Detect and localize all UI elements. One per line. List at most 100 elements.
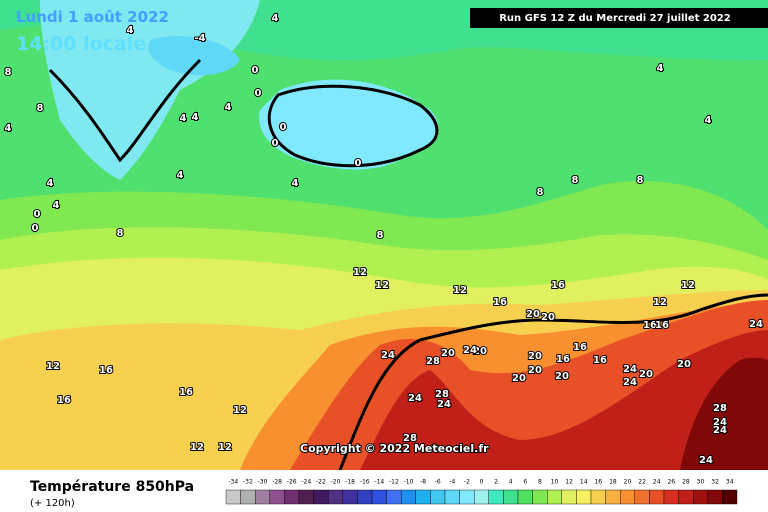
legend-swatch — [430, 489, 446, 505]
contour-label: 20 — [528, 365, 542, 376]
contour-label: 4 — [127, 25, 134, 36]
legend-swatch — [269, 489, 285, 505]
contour-label: 4 — [705, 115, 712, 126]
legend-label: 14 — [580, 479, 588, 486]
contour-label: 12 — [218, 442, 232, 453]
legend-swatch — [474, 489, 490, 505]
legend-swatch — [532, 489, 548, 505]
contour-label: 16 — [99, 365, 113, 376]
legend-swatch — [284, 489, 300, 505]
legend-swatch — [328, 489, 344, 505]
run-banner — [470, 8, 768, 28]
contour-label: -4 — [194, 33, 205, 44]
contour-label: 8 — [117, 228, 124, 239]
legend-swatch — [240, 489, 256, 505]
legend-label: -30 — [258, 479, 268, 486]
contour-label: 24 — [463, 345, 477, 356]
legend-swatch — [415, 489, 431, 505]
contour-label: 0 — [272, 138, 279, 149]
legend-swatch — [357, 489, 373, 505]
legend-label: 20 — [624, 479, 632, 486]
forecast-time: 14:00 locale — [16, 33, 146, 55]
region — [259, 79, 439, 170]
legend-swatch — [663, 489, 679, 505]
region — [148, 36, 240, 76]
legend-swatch — [649, 489, 665, 505]
region — [360, 330, 768, 470]
legend-label: -4 — [449, 479, 455, 486]
legend-label: 0 — [480, 479, 484, 486]
legend-swatch — [401, 489, 417, 505]
contour-label: 20 — [541, 312, 555, 323]
contour-label: 20 — [441, 348, 455, 359]
legend-label: -2 — [464, 479, 470, 486]
legend-label: -8 — [420, 479, 426, 486]
legend-label: 28 — [682, 479, 690, 486]
isotherm — [338, 293, 768, 471]
legend-swatch — [503, 489, 519, 505]
contour-label: 28 — [403, 433, 417, 444]
legend-swatch — [693, 489, 709, 505]
contour-label: 0 — [32, 223, 39, 234]
contour-label: 4 — [192, 112, 199, 123]
contour-label: 12 — [353, 267, 367, 278]
legend-swatch — [313, 489, 329, 505]
legend-swatch — [605, 489, 621, 505]
legend-swatch — [298, 489, 314, 505]
legend-swatch — [707, 489, 723, 505]
legend-label: -20 — [331, 479, 341, 486]
contour-label: 12 — [46, 361, 60, 372]
legend-label: 2 — [494, 479, 498, 486]
legend-label: 32 — [711, 479, 719, 486]
legend-label: 18 — [609, 479, 617, 486]
legend-swatch — [459, 489, 475, 505]
contour-label: 28 — [426, 356, 440, 367]
contour-label: 24 — [623, 377, 637, 388]
contour-label: 8 — [37, 103, 44, 114]
contour-label: 28 — [713, 403, 727, 414]
legend-swatch — [444, 489, 460, 505]
contour-label: 4 — [47, 178, 54, 189]
contour-label: 4 — [180, 113, 187, 124]
legend-label: -32 — [243, 479, 253, 486]
legend-label: 24 — [653, 479, 661, 486]
contour-label: 16 — [556, 354, 570, 365]
contour-label: 24 — [749, 319, 763, 330]
contour-label: 8 — [5, 67, 12, 78]
footer-subtitle: (+ 120h) — [30, 498, 75, 509]
contour-label: 4 — [53, 200, 60, 211]
legend-swatch — [634, 489, 650, 505]
contour-label: 4 — [225, 102, 232, 113]
legend-swatch — [386, 489, 402, 505]
contour-label: 20 — [473, 346, 487, 357]
contour-label: 20 — [639, 369, 653, 380]
legend-swatch — [547, 489, 563, 505]
legend-label: -12 — [389, 479, 399, 486]
legend-swatch — [488, 489, 504, 505]
contour-label: 12 — [190, 442, 204, 453]
contour-label: 0 — [280, 122, 287, 133]
contour-label: 24 — [437, 399, 451, 410]
contour-label: 0 — [355, 158, 362, 169]
contour-label: 16 — [179, 387, 193, 398]
legend-label: 16 — [594, 479, 602, 486]
contour-label: 16 — [57, 395, 71, 406]
legend-label: 30 — [697, 479, 705, 486]
legend-swatch — [576, 489, 592, 505]
contour-label: 0 — [252, 65, 259, 76]
legend-label: 12 — [565, 479, 573, 486]
contour-label: 24 — [699, 455, 713, 466]
legend-label: 10 — [551, 479, 559, 486]
footer-title: Température 850hPa — [30, 479, 194, 495]
legend-label: 34 — [726, 479, 734, 486]
forecast-date: Lundi 1 août 2022 — [16, 8, 169, 26]
contour-label: 20 — [677, 359, 691, 370]
contour-label: 20 — [528, 351, 542, 362]
legend-label: -10 — [404, 479, 414, 486]
region — [680, 357, 768, 470]
legend-label: 26 — [667, 479, 675, 486]
contour-label: 12 — [375, 280, 389, 291]
legend-label: -24 — [301, 479, 311, 486]
contour-label: 4 — [657, 63, 664, 74]
